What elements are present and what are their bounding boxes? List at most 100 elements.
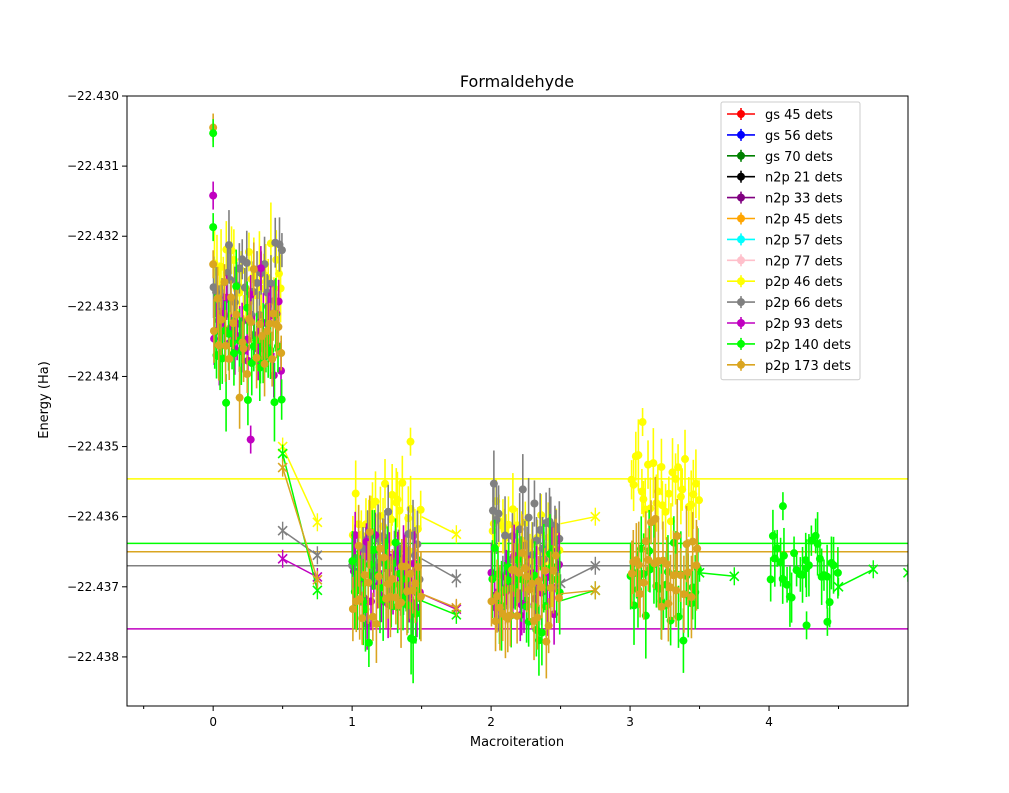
data-point [629, 480, 638, 489]
data-point [364, 638, 373, 647]
data-point [209, 223, 218, 232]
data-point [368, 612, 377, 621]
data-point [501, 531, 510, 540]
data-point [537, 511, 546, 520]
cross-marker [590, 560, 601, 571]
data-point [634, 560, 643, 569]
y-tick-label: −22.431 [67, 159, 119, 173]
data-point [551, 551, 560, 560]
data-point [376, 544, 385, 553]
data-point [672, 586, 681, 595]
data-point [247, 318, 256, 327]
data-point [787, 593, 796, 602]
legend-label: p2p 46 dets [765, 275, 843, 290]
legend-swatch-marker [737, 235, 745, 244]
data-point [364, 578, 373, 587]
data-point [815, 554, 824, 563]
legend-label: gs 70 dets [765, 150, 833, 165]
data-point [636, 589, 645, 598]
data-point [266, 279, 275, 288]
data-point [209, 191, 218, 200]
data-point [778, 502, 787, 511]
legend-swatch-marker [737, 172, 745, 181]
data-point [246, 435, 255, 444]
legend-swatch-marker [737, 130, 745, 139]
chart-title: Formaldehyde [460, 72, 574, 91]
x-tick-label: 3 [626, 715, 634, 729]
data-point [277, 349, 286, 358]
data-point [379, 553, 388, 562]
data-point [221, 341, 230, 350]
data-point [490, 544, 499, 553]
data-point [365, 528, 374, 537]
data-point [222, 398, 231, 407]
data-point [395, 506, 404, 515]
data-point [657, 602, 666, 611]
data-point [489, 479, 498, 488]
cross-marker [277, 525, 288, 536]
plot-frame [126, 95, 909, 707]
data-point [363, 620, 372, 629]
data-point [537, 583, 546, 592]
y-axis-label: Energy (Ha) [37, 361, 52, 439]
data-point [253, 278, 262, 287]
data-point [225, 354, 234, 363]
data-point [416, 592, 425, 601]
cross-marker [312, 574, 323, 585]
data-point [371, 497, 380, 506]
data-point [209, 129, 218, 138]
y-tick-label: −22.435 [67, 440, 119, 454]
data-point [508, 505, 517, 514]
data-point [269, 309, 278, 318]
data-point [823, 617, 832, 626]
data-point [798, 570, 807, 579]
cross-marker [729, 571, 740, 582]
series-connector [560, 515, 596, 525]
y-tick-label: −22.434 [67, 369, 119, 383]
x-tick-label: 2 [487, 715, 495, 729]
data-point [649, 459, 658, 468]
data-point [388, 490, 397, 499]
legend: gs 45 dets gs 56 dets gs 70 dets n2p 21 det… [720, 101, 861, 381]
cross-marker [312, 585, 323, 596]
y-tick-label: −22.433 [67, 299, 119, 313]
data-point [384, 507, 393, 516]
legend-swatch-marker [737, 339, 745, 348]
data-point [416, 505, 425, 514]
data-point [388, 574, 397, 583]
data-point [351, 489, 360, 498]
data-point [238, 338, 247, 347]
data-point [487, 597, 496, 606]
data-point [235, 264, 244, 273]
data-point [679, 590, 688, 599]
y-tick-label: −22.432 [67, 229, 119, 243]
legend-swatch-marker [737, 110, 745, 118]
legend-label: gs 45 dets [765, 108, 833, 123]
data-point [268, 355, 277, 364]
series-connector [560, 589, 596, 602]
data-point [270, 398, 279, 407]
cross-marker [833, 581, 844, 592]
series-connector [282, 530, 318, 556]
data-point [232, 282, 241, 291]
data-point [532, 536, 541, 545]
data-point [658, 501, 667, 510]
data-point [679, 636, 688, 645]
legend-swatch-marker [737, 193, 745, 202]
data-point [688, 537, 697, 546]
data-point [374, 572, 383, 581]
legend-swatch-marker [737, 319, 745, 327]
series-connector [699, 572, 735, 578]
cross-marker [902, 567, 908, 578]
data-point [773, 544, 782, 553]
data-point [540, 566, 549, 575]
data-point [504, 520, 513, 529]
data-marks [209, 113, 908, 684]
series-connector [421, 558, 457, 580]
data-point [372, 619, 381, 628]
cross-marker [312, 550, 323, 561]
data-point [644, 555, 653, 564]
data-point [243, 303, 252, 312]
data-point [537, 628, 546, 637]
legend-swatch-marker [737, 151, 745, 160]
